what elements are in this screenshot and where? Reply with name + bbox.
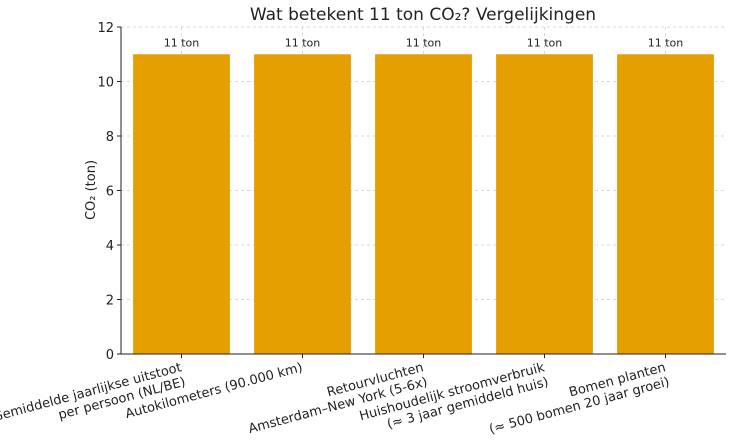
y-axis-label: CO₂ (ton) xyxy=(84,160,99,220)
chart-title: Wat betekent 11 ton CO₂? Vergelijkingen xyxy=(250,5,596,25)
bar xyxy=(375,54,472,354)
bar-value-label: 11 ton xyxy=(164,36,200,49)
y-tick-label: 12 xyxy=(97,21,114,36)
y-tick-label: 4 xyxy=(106,239,114,254)
y-tick-label: 6 xyxy=(106,185,114,200)
y-tick-label: 2 xyxy=(106,294,114,309)
bar-value-label: 11 ton xyxy=(285,36,321,49)
bar xyxy=(254,54,351,354)
y-tick-label: 0 xyxy=(106,348,114,363)
bars xyxy=(133,54,714,354)
bar xyxy=(496,54,593,354)
bar xyxy=(133,54,230,354)
bar-value-label: 11 ton xyxy=(648,36,684,49)
data-labels: 11 ton 11 ton 11 ton 11 ton 11 ton xyxy=(164,36,684,49)
y-tick-label: 8 xyxy=(106,130,114,145)
bar-value-label: 11 ton xyxy=(527,36,563,49)
y-axis-ticks: 0 2 4 6 8 10 12 xyxy=(97,21,121,363)
bar-value-label: 11 ton xyxy=(406,36,442,49)
bar xyxy=(617,54,714,354)
y-tick-label: 10 xyxy=(97,76,114,91)
